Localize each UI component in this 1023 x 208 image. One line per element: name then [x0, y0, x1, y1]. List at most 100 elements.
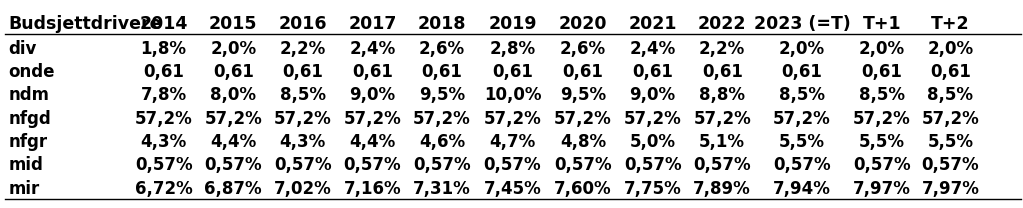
Text: 8,0%: 8,0%: [211, 86, 256, 104]
Text: 0,61: 0,61: [352, 63, 393, 81]
Text: Budsjettdrivere: Budsjettdrivere: [8, 15, 162, 33]
Text: 57,2%: 57,2%: [135, 110, 192, 128]
Text: 9,5%: 9,5%: [418, 86, 465, 104]
Text: T+1: T+1: [862, 15, 901, 33]
Text: 2020: 2020: [559, 15, 608, 33]
Text: 0,57%: 0,57%: [274, 156, 331, 174]
Text: 0,57%: 0,57%: [773, 156, 831, 174]
Text: 0,61: 0,61: [563, 63, 604, 81]
Text: 0,57%: 0,57%: [413, 156, 471, 174]
Text: 57,2%: 57,2%: [205, 110, 262, 128]
Text: 7,89%: 7,89%: [694, 180, 751, 198]
Text: 8,5%: 8,5%: [928, 86, 973, 104]
Text: 57,2%: 57,2%: [274, 110, 331, 128]
Text: ndm: ndm: [8, 86, 49, 104]
Text: 57,2%: 57,2%: [773, 110, 831, 128]
Text: 5,5%: 5,5%: [928, 133, 973, 151]
Text: nfgd: nfgd: [8, 110, 51, 128]
Text: 2,0%: 2,0%: [858, 40, 905, 58]
Text: 7,8%: 7,8%: [140, 86, 187, 104]
Text: 7,16%: 7,16%: [344, 180, 401, 198]
Text: 2022: 2022: [698, 15, 747, 33]
Text: 1,8%: 1,8%: [141, 40, 186, 58]
Text: 2,4%: 2,4%: [349, 40, 396, 58]
Text: 2,4%: 2,4%: [629, 40, 676, 58]
Text: 2,6%: 2,6%: [418, 40, 465, 58]
Text: 5,1%: 5,1%: [700, 133, 745, 151]
Text: 2016: 2016: [278, 15, 327, 33]
Text: 0,57%: 0,57%: [922, 156, 979, 174]
Text: 2,0%: 2,0%: [210, 40, 257, 58]
Text: 2023 (=T): 2023 (=T): [754, 15, 850, 33]
Text: 4,6%: 4,6%: [418, 133, 465, 151]
Text: 7,31%: 7,31%: [413, 180, 471, 198]
Text: 8,5%: 8,5%: [280, 86, 325, 104]
Text: 9,0%: 9,0%: [629, 86, 676, 104]
Text: 0,61: 0,61: [143, 63, 184, 81]
Text: mid: mid: [8, 156, 43, 174]
Text: 2,2%: 2,2%: [279, 40, 326, 58]
Text: 10,0%: 10,0%: [484, 86, 541, 104]
Text: 57,2%: 57,2%: [922, 110, 979, 128]
Text: 8,5%: 8,5%: [859, 86, 904, 104]
Text: 0,61: 0,61: [282, 63, 323, 81]
Text: 2017: 2017: [348, 15, 397, 33]
Text: 9,5%: 9,5%: [560, 86, 607, 104]
Text: 7,60%: 7,60%: [554, 180, 612, 198]
Text: 0,57%: 0,57%: [853, 156, 910, 174]
Text: 2,2%: 2,2%: [699, 40, 746, 58]
Text: 0,57%: 0,57%: [484, 156, 541, 174]
Text: 7,75%: 7,75%: [624, 180, 681, 198]
Text: 7,97%: 7,97%: [853, 180, 910, 198]
Text: 5,5%: 5,5%: [859, 133, 904, 151]
Text: 57,2%: 57,2%: [484, 110, 541, 128]
Text: 2014: 2014: [139, 15, 188, 33]
Text: 57,2%: 57,2%: [413, 110, 471, 128]
Text: 57,2%: 57,2%: [344, 110, 401, 128]
Text: 2018: 2018: [417, 15, 466, 33]
Text: 4,4%: 4,4%: [349, 133, 396, 151]
Text: mir: mir: [8, 180, 40, 198]
Text: 0,61: 0,61: [702, 63, 743, 81]
Text: div: div: [8, 40, 37, 58]
Text: 0,61: 0,61: [782, 63, 822, 81]
Text: 4,8%: 4,8%: [560, 133, 607, 151]
Text: 2,0%: 2,0%: [779, 40, 826, 58]
Text: 0,61: 0,61: [861, 63, 902, 81]
Text: 7,02%: 7,02%: [274, 180, 331, 198]
Text: 0,61: 0,61: [421, 63, 462, 81]
Text: 0,57%: 0,57%: [624, 156, 681, 174]
Text: 57,2%: 57,2%: [554, 110, 612, 128]
Text: 0,61: 0,61: [492, 63, 533, 81]
Text: 2,6%: 2,6%: [560, 40, 607, 58]
Text: 0,57%: 0,57%: [135, 156, 192, 174]
Text: 2015: 2015: [209, 15, 258, 33]
Text: 4,3%: 4,3%: [279, 133, 326, 151]
Text: 6,87%: 6,87%: [205, 180, 262, 198]
Text: 0,57%: 0,57%: [205, 156, 262, 174]
Text: 57,2%: 57,2%: [694, 110, 751, 128]
Text: 6,72%: 6,72%: [135, 180, 192, 198]
Text: nfgr: nfgr: [8, 133, 47, 151]
Text: 8,8%: 8,8%: [700, 86, 745, 104]
Text: 2,0%: 2,0%: [927, 40, 974, 58]
Text: 0,61: 0,61: [930, 63, 971, 81]
Text: T+2: T+2: [931, 15, 970, 33]
Text: 0,57%: 0,57%: [694, 156, 751, 174]
Text: 9,0%: 9,0%: [349, 86, 396, 104]
Text: 7,45%: 7,45%: [484, 180, 541, 198]
Text: 5,0%: 5,0%: [630, 133, 675, 151]
Text: onde: onde: [8, 63, 54, 81]
Text: 57,2%: 57,2%: [853, 110, 910, 128]
Text: 4,3%: 4,3%: [140, 133, 187, 151]
Text: 7,94%: 7,94%: [773, 180, 831, 198]
Text: 8,5%: 8,5%: [780, 86, 825, 104]
Text: 4,4%: 4,4%: [210, 133, 257, 151]
Text: 2021: 2021: [628, 15, 677, 33]
Text: 7,97%: 7,97%: [922, 180, 979, 198]
Text: 0,57%: 0,57%: [554, 156, 612, 174]
Text: 2,8%: 2,8%: [489, 40, 536, 58]
Text: 0,61: 0,61: [213, 63, 254, 81]
Text: 2019: 2019: [488, 15, 537, 33]
Text: 57,2%: 57,2%: [624, 110, 681, 128]
